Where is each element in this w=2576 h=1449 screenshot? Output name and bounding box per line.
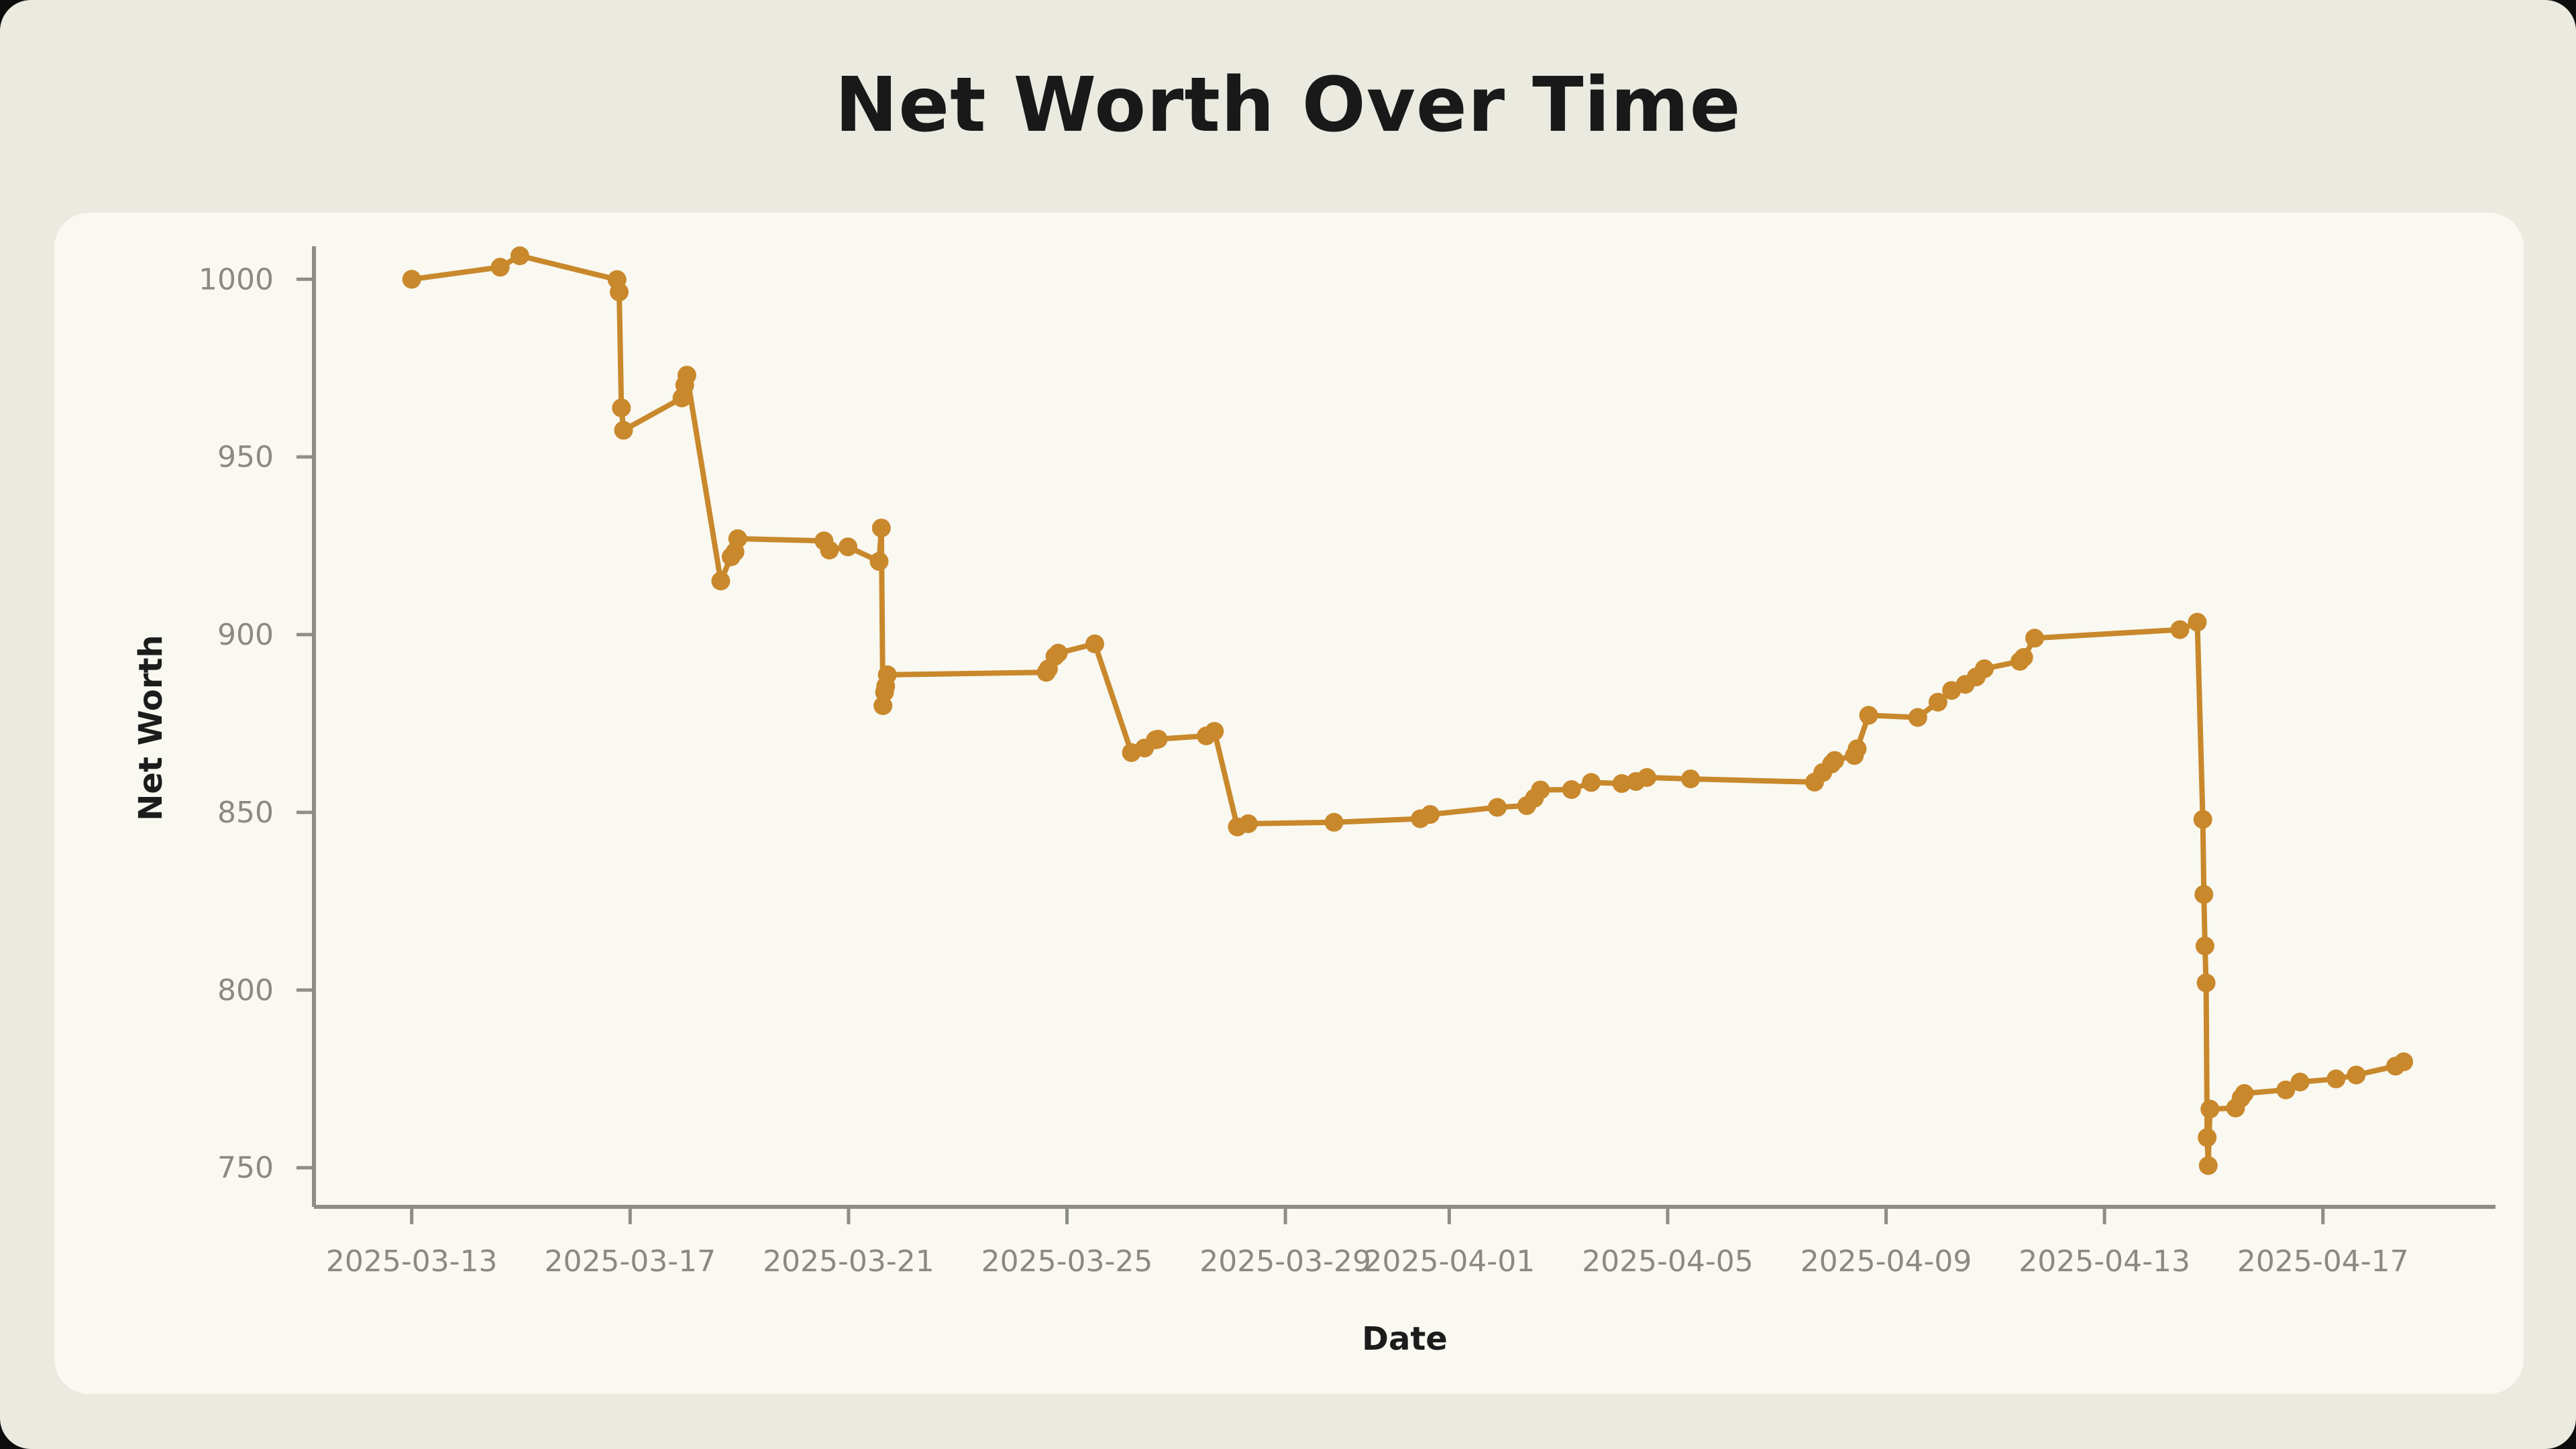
data-point — [2198, 1156, 2218, 1175]
data-point — [2276, 1080, 2296, 1099]
x-tick-label: 2025-04-17 — [2237, 1244, 2409, 1279]
x-tick-label: 2025-03-25 — [981, 1244, 1153, 1279]
data-point — [2326, 1069, 2346, 1089]
data-point — [1049, 643, 1068, 663]
data-point — [1531, 780, 1550, 800]
x-tick-label: 2025-03-13 — [326, 1244, 498, 1279]
data-point — [2193, 810, 2212, 829]
y-tick-label: 850 — [217, 796, 274, 830]
data-point — [2188, 612, 2207, 632]
data-point — [614, 421, 633, 440]
data-point — [510, 246, 529, 266]
data-point — [1638, 768, 1656, 787]
data-point — [2025, 629, 2044, 648]
data-point — [2194, 885, 2214, 904]
data-point — [2235, 1084, 2254, 1103]
data-point — [612, 398, 631, 418]
data-point — [490, 258, 510, 277]
data-point — [1612, 774, 1631, 793]
y-tick-label: 900 — [217, 618, 274, 652]
data-point — [2198, 1128, 2217, 1147]
data-point — [1859, 706, 1878, 725]
data-point — [877, 665, 897, 684]
data-point — [839, 537, 858, 557]
x-tick-label: 2025-04-13 — [2019, 1244, 2190, 1279]
y-tick-label: 750 — [217, 1151, 274, 1185]
data-point — [711, 572, 731, 591]
x-axis-title: Date — [1362, 1320, 1448, 1358]
data-point — [1582, 773, 1601, 792]
data-point — [678, 366, 696, 385]
data-point — [2290, 1073, 2310, 1091]
x-tick-label: 2025-04-05 — [1582, 1244, 1754, 1279]
data-point — [1847, 739, 1867, 759]
chart-card — [54, 213, 2524, 1394]
data-point — [2196, 973, 2216, 993]
data-point — [2394, 1052, 2414, 1071]
x-tick-label: 2025-03-29 — [1199, 1244, 1371, 1279]
data-point — [1562, 780, 1581, 799]
y-tick-label: 800 — [217, 973, 274, 1008]
data-point — [610, 282, 629, 302]
x-tick-label: 2025-04-09 — [1801, 1244, 1972, 1279]
data-point — [1148, 729, 1168, 749]
y-tick-label: 1000 — [199, 262, 274, 297]
x-tick-label: 2025-03-17 — [544, 1244, 716, 1279]
data-point — [1085, 634, 1104, 653]
data-point — [871, 519, 891, 538]
x-tick-label: 2025-04-01 — [1363, 1244, 1535, 1279]
data-point — [1205, 722, 1224, 741]
series-line — [409, 253, 2407, 1169]
x-tick-label: 2025-03-21 — [763, 1244, 934, 1279]
data-point — [1238, 814, 1258, 833]
data-point — [1488, 798, 1507, 817]
data-point — [1681, 769, 1701, 789]
data-point — [2347, 1065, 2366, 1085]
data-point — [1825, 751, 1844, 770]
data-point — [1975, 659, 1994, 678]
data-point — [2200, 1099, 2220, 1119]
data-point — [2014, 648, 2033, 667]
data-point — [2195, 936, 2214, 956]
y-tick-label: 950 — [217, 440, 274, 474]
data-point — [728, 529, 747, 548]
data-point — [869, 551, 889, 571]
data-point — [1908, 708, 1927, 727]
data-point — [820, 541, 839, 559]
data-point — [402, 270, 421, 289]
chart-title: Net Worth Over Time — [835, 62, 1741, 149]
data-point — [1324, 812, 1344, 832]
data-point — [1420, 805, 1440, 824]
data-point — [2170, 620, 2190, 639]
data-point — [1928, 692, 1947, 712]
y-axis-title-text: Net Worth — [132, 635, 170, 821]
